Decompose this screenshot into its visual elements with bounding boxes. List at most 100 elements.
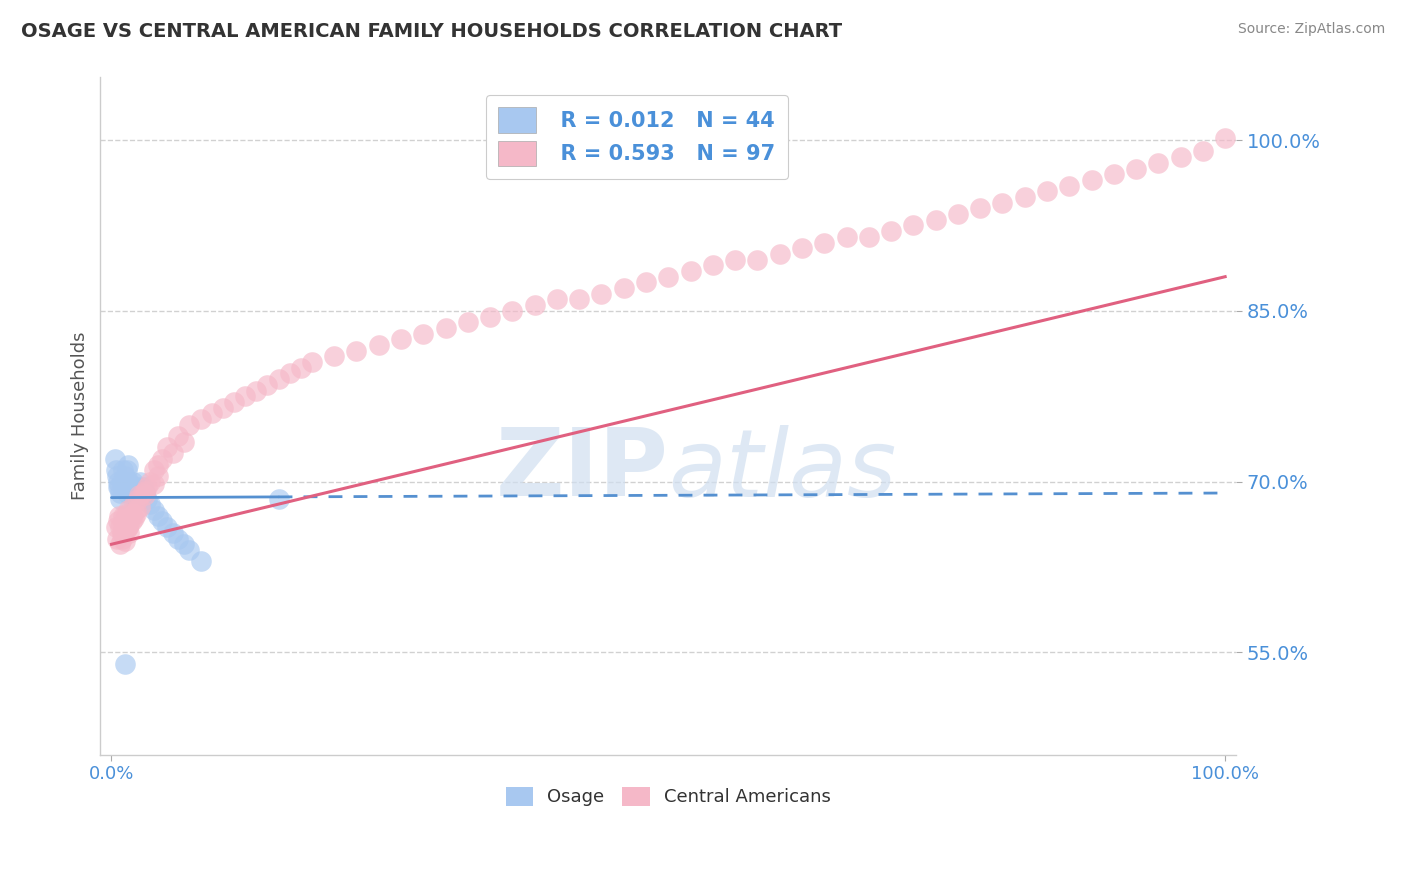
Point bbox=[118, 517, 141, 532]
Point bbox=[1036, 184, 1059, 198]
Point bbox=[267, 491, 290, 506]
Point bbox=[121, 508, 143, 523]
Point bbox=[657, 269, 679, 284]
Point bbox=[104, 463, 127, 477]
Point bbox=[112, 475, 135, 489]
Point bbox=[190, 554, 212, 568]
Point bbox=[118, 475, 141, 489]
Point bbox=[105, 469, 128, 483]
Point bbox=[1080, 173, 1102, 187]
Point bbox=[148, 458, 170, 472]
Point bbox=[245, 384, 267, 398]
Text: OSAGE VS CENTRAL AMERICAN FAMILY HOUSEHOLDS CORRELATION CHART: OSAGE VS CENTRAL AMERICAN FAMILY HOUSEHO… bbox=[21, 22, 842, 41]
Point bbox=[129, 500, 152, 514]
Point bbox=[702, 258, 724, 272]
Point bbox=[121, 515, 143, 529]
Point bbox=[104, 451, 127, 466]
Text: Source: ZipAtlas.com: Source: ZipAtlas.com bbox=[1237, 22, 1385, 37]
Point bbox=[880, 224, 903, 238]
Point bbox=[858, 230, 880, 244]
Point bbox=[110, 486, 132, 500]
Point bbox=[222, 395, 245, 409]
Point bbox=[134, 486, 156, 500]
Point bbox=[110, 491, 132, 506]
Point bbox=[110, 520, 132, 534]
Point bbox=[156, 520, 179, 534]
Point bbox=[115, 511, 138, 525]
Point bbox=[212, 401, 235, 415]
Point bbox=[201, 406, 224, 420]
Point bbox=[179, 543, 201, 558]
Point bbox=[1213, 130, 1236, 145]
Point bbox=[523, 298, 546, 312]
Point bbox=[323, 350, 346, 364]
Point bbox=[162, 446, 184, 460]
Point bbox=[122, 480, 145, 494]
Point bbox=[115, 507, 138, 521]
Point bbox=[679, 264, 702, 278]
Point bbox=[114, 657, 136, 671]
Point bbox=[591, 286, 613, 301]
Point bbox=[1057, 178, 1080, 193]
Point bbox=[724, 252, 747, 267]
Point bbox=[115, 486, 138, 500]
Point bbox=[134, 483, 156, 498]
Point bbox=[142, 463, 165, 477]
Point bbox=[111, 525, 134, 540]
Point bbox=[117, 520, 139, 534]
Point bbox=[267, 372, 290, 386]
Point bbox=[122, 511, 145, 525]
Point bbox=[142, 477, 165, 491]
Point bbox=[136, 491, 159, 506]
Point bbox=[139, 497, 162, 511]
Point bbox=[134, 488, 156, 502]
Point bbox=[190, 412, 212, 426]
Point bbox=[1125, 161, 1147, 176]
Point bbox=[142, 503, 165, 517]
Point bbox=[105, 532, 128, 546]
Point bbox=[139, 475, 162, 489]
Point bbox=[301, 355, 323, 369]
Point bbox=[148, 508, 170, 523]
Point bbox=[946, 207, 969, 221]
Point bbox=[129, 475, 152, 489]
Point bbox=[108, 480, 131, 494]
Point bbox=[233, 389, 256, 403]
Point bbox=[111, 520, 134, 534]
Point bbox=[634, 276, 657, 290]
Point bbox=[501, 303, 523, 318]
Point bbox=[107, 475, 129, 489]
Point bbox=[969, 202, 991, 216]
Point bbox=[179, 417, 201, 432]
Point bbox=[118, 525, 141, 540]
Point bbox=[110, 475, 132, 489]
Point bbox=[290, 360, 312, 375]
Point bbox=[125, 503, 148, 517]
Point bbox=[346, 343, 368, 358]
Point bbox=[1014, 190, 1036, 204]
Point bbox=[1147, 156, 1170, 170]
Point bbox=[991, 195, 1014, 210]
Point bbox=[924, 212, 946, 227]
Point bbox=[111, 463, 134, 477]
Point bbox=[127, 491, 149, 506]
Point bbox=[115, 480, 138, 494]
Point bbox=[747, 252, 769, 267]
Point bbox=[114, 523, 136, 537]
Point bbox=[156, 441, 179, 455]
Point bbox=[835, 230, 858, 244]
Point bbox=[367, 338, 389, 352]
Point bbox=[546, 293, 568, 307]
Point bbox=[115, 475, 138, 489]
Text: ZIP: ZIP bbox=[495, 425, 668, 516]
Point bbox=[117, 458, 139, 472]
Point bbox=[114, 533, 136, 548]
Point bbox=[112, 515, 135, 529]
Point bbox=[114, 480, 136, 494]
Legend: Osage, Central Americans: Osage, Central Americans bbox=[499, 780, 838, 814]
Point bbox=[114, 469, 136, 483]
Point bbox=[107, 480, 129, 494]
Point bbox=[121, 475, 143, 489]
Point bbox=[125, 507, 148, 521]
Point bbox=[120, 480, 142, 494]
